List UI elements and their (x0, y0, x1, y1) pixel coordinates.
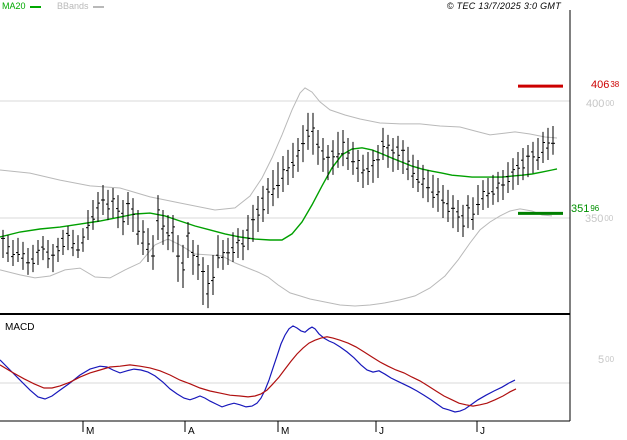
price-label-resistance-dec: 38 (610, 80, 620, 89)
price-label-resistance: 40638 (591, 80, 619, 91)
x-axis-label: J (480, 426, 485, 437)
legend-item-ma20: MA20 (2, 1, 43, 11)
macd-level-label-int: 5 (598, 354, 605, 366)
legend: MA20 BBands (2, 1, 118, 12)
price-label-400-dec: 00 (605, 99, 615, 108)
price-label-support-int: 351 (571, 203, 590, 215)
copyright-text: © TEC 13/7/2025 3:0 GMT (446, 1, 561, 11)
legend-item-bbands: BBands (57, 1, 104, 11)
price-label-400: 40000 (586, 99, 614, 110)
price-label-resistance-int: 406 (591, 79, 610, 91)
price-label-350-int: 350 (585, 213, 604, 225)
x-axis-label: M (281, 426, 289, 437)
legend-bbands-label: BBands (57, 1, 89, 11)
x-axis-label: J (379, 426, 384, 437)
price-label-support-dec: 96 (590, 204, 600, 213)
macd-level-label-dec: 00 (605, 355, 615, 364)
bbands-line-swatch (92, 5, 104, 8)
price-label-support: 35196 (571, 204, 599, 215)
price-label-400-int: 400 (586, 98, 605, 110)
x-axis-label: A (188, 426, 195, 437)
macd-panel-label: MACD (5, 322, 35, 333)
x-axis-label: M (86, 426, 94, 437)
price-label-350: 35000 (585, 214, 613, 225)
macd-level-label: 500 (598, 355, 614, 366)
price-label-350-dec: 00 (604, 214, 614, 223)
ma20-line-swatch (29, 5, 41, 8)
legend-ma20-label: MA20 (2, 1, 26, 11)
